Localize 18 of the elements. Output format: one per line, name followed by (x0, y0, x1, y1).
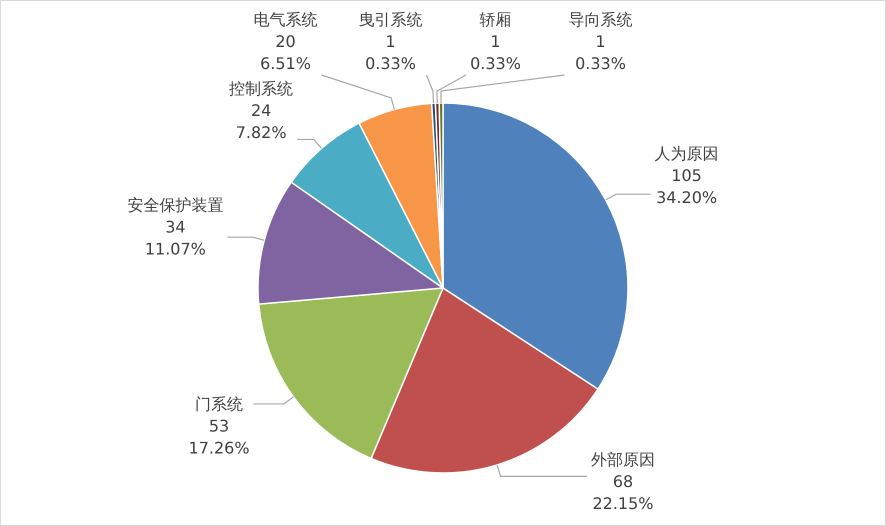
slice-label: 门系统 (195, 394, 244, 414)
slice-label: 曳引系统 (358, 10, 422, 29)
slice-label: 外部原因 (591, 450, 655, 469)
data-label: 1 0.33% (470, 32, 521, 73)
data-label: 53 17.26% (188, 416, 250, 458)
slice-label: 电气系统 (254, 10, 318, 29)
slice-label: 导向系统 (568, 10, 632, 29)
data-label: 1 0.33% (365, 32, 416, 73)
slice-label: 安全保护装置 (127, 195, 224, 214)
data-label: 68 22.15% (592, 472, 654, 513)
data-label: 34 11.07% (144, 217, 206, 258)
data-label: 24 7.82% (236, 100, 287, 142)
data-label: 1 0.33% (575, 32, 626, 73)
data-label: 105 34.20% (656, 166, 718, 208)
data-label: 20 6.51% (260, 32, 311, 73)
slice-label: 控制系统 (229, 78, 294, 98)
slice-label: 轿厢 (480, 10, 512, 29)
slice-label: 人为原因 (654, 144, 719, 164)
